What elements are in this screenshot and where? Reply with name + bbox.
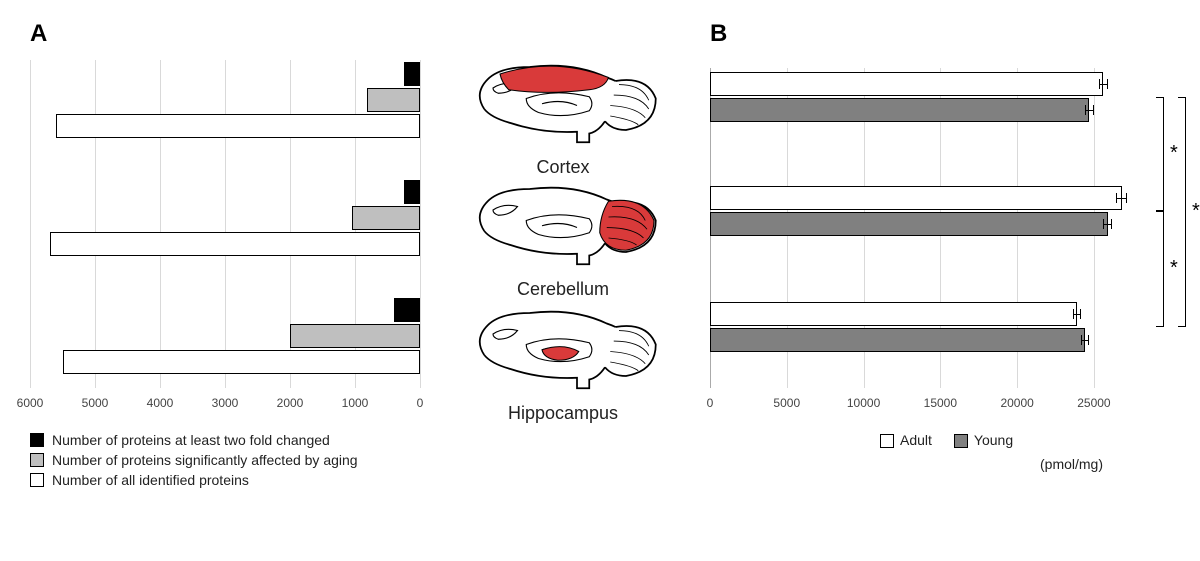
brain-label: Hippocampus: [438, 403, 688, 424]
error-bar: [1073, 309, 1081, 319]
chart-a-bar: [404, 62, 420, 86]
chart-a-legend: Number of proteins at least two fold cha…: [30, 432, 358, 492]
chart-a-gridline: [420, 60, 421, 388]
chart-a-tick: 3000: [212, 396, 239, 410]
chart-b-tick: 15000: [924, 396, 957, 410]
chart-a-tick: 4000: [147, 396, 174, 410]
chart-a-tick: 5000: [82, 396, 109, 410]
error-bar: [1085, 105, 1094, 115]
chart-b-tick: 20000: [1000, 396, 1033, 410]
chart-b-bar: [710, 302, 1077, 326]
chart-b-tick: 5000: [773, 396, 800, 410]
chart-b-legend-item: Adult: [880, 432, 932, 448]
chart-a-tick: 0: [417, 396, 424, 410]
panel-a-label: A: [30, 20, 47, 48]
legend-label: Adult: [900, 432, 932, 448]
chart-b-legend-item: Young: [954, 432, 1013, 448]
significance-bracket: [1162, 97, 1164, 211]
chart-a-gridline: [30, 60, 31, 388]
significance-bracket: [1162, 211, 1164, 327]
error-bar: [1099, 79, 1108, 89]
legend-swatch-icon: [880, 434, 894, 448]
chart-b: ***: [710, 68, 1140, 388]
error-bar: [1103, 219, 1112, 229]
chart-a-legend-item: Number of proteins significantly affecte…: [30, 452, 358, 468]
legend-swatch-icon: [30, 433, 44, 447]
chart-a-tick: 1000: [342, 396, 369, 410]
legend-swatch-icon: [954, 434, 968, 448]
chart-a-bar: [63, 350, 421, 374]
chart-a-legend-item: Number of all identified proteins: [30, 472, 358, 488]
brain-diagram: Cortex: [438, 56, 688, 178]
panel-b-label: B: [710, 20, 727, 48]
chart-a-gridline: [225, 60, 226, 388]
legend-label: Number of proteins significantly affecte…: [52, 452, 358, 468]
chart-a-tick: 2000: [277, 396, 304, 410]
chart-a-bar: [56, 114, 420, 138]
chart-a-bar: [290, 324, 420, 348]
chart-a-bar: [50, 232, 421, 256]
chart-b-tick: 25000: [1077, 396, 1110, 410]
brain-column: Cortex Cerebellum Hippocampus: [438, 50, 688, 470]
significance-bracket: [1184, 97, 1186, 327]
chart-b-bar: [710, 212, 1108, 236]
chart-b-unit: (pmol/mg): [1040, 456, 1103, 472]
chart-b-bar: [710, 98, 1089, 122]
chart-a-legend-item: Number of proteins at least two fold cha…: [30, 432, 358, 448]
error-bar: [1081, 335, 1089, 345]
significance-star: *: [1170, 142, 1178, 165]
chart-b-tick: 0: [707, 396, 714, 410]
legend-label: Young: [974, 432, 1013, 448]
brain-label: Cortex: [438, 157, 688, 178]
chart-b-tick: 10000: [847, 396, 880, 410]
legend-swatch-icon: [30, 453, 44, 467]
legend-label: Number of proteins at least two fold cha…: [52, 432, 330, 448]
chart-b-bar: [710, 186, 1122, 210]
chart-a-bar: [394, 298, 420, 322]
legend-swatch-icon: [30, 473, 44, 487]
legend-label: Number of all identified proteins: [52, 472, 249, 488]
chart-a: [30, 60, 420, 388]
significance-star: *: [1170, 257, 1178, 280]
brain-diagram: Hippocampus: [438, 302, 688, 424]
brain-diagram: Cerebellum: [438, 178, 688, 300]
chart-a-plot: [30, 60, 420, 388]
chart-b-bar: [710, 328, 1085, 352]
chart-a-bar: [352, 206, 420, 230]
chart-a-tick: 6000: [17, 396, 44, 410]
brain-label: Cerebellum: [438, 279, 688, 300]
chart-b-legend: Adult Young: [880, 432, 1013, 448]
chart-a-bar: [404, 180, 420, 204]
chart-a-bar: [367, 88, 420, 112]
chart-b-bar: [710, 72, 1103, 96]
error-bar: [1116, 193, 1127, 203]
significance-star: *: [1192, 200, 1200, 223]
chart-a-gridline: [160, 60, 161, 388]
chart-a-gridline: [95, 60, 96, 388]
